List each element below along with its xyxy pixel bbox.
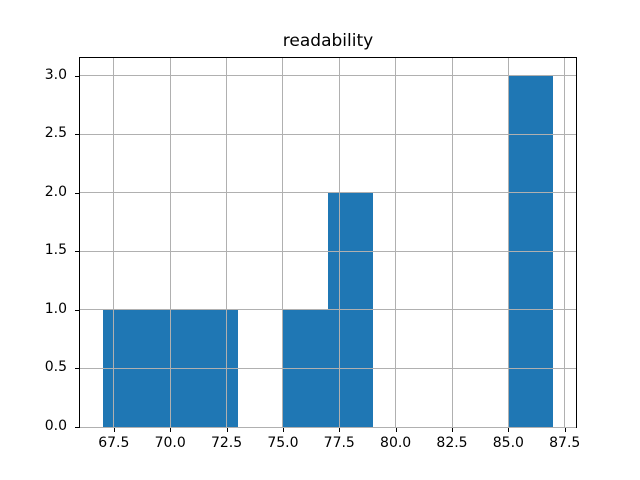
y-gridline xyxy=(80,75,576,77)
x-gridline xyxy=(113,58,115,427)
y-tick-mark xyxy=(75,75,79,77)
y-gridline xyxy=(80,309,576,311)
plot-area xyxy=(79,57,577,428)
x-tick-label: 82.5 xyxy=(436,435,468,451)
x-tick-mark xyxy=(226,428,228,432)
x-tick-label: 70.0 xyxy=(154,435,186,451)
y-tick-mark xyxy=(75,251,79,253)
x-tick-label: 85.0 xyxy=(492,435,524,451)
x-tick-label: 77.5 xyxy=(323,435,355,451)
x-tick-mark xyxy=(113,428,115,432)
x-tick-label: 72.5 xyxy=(210,435,243,451)
y-tick-mark xyxy=(75,427,79,428)
x-tick-mark xyxy=(339,428,341,432)
y-tick-mark xyxy=(75,192,79,194)
x-gridline xyxy=(282,58,284,427)
x-tick-mark xyxy=(395,428,397,432)
y-tick-label: 1.0 xyxy=(44,300,67,317)
x-gridline xyxy=(395,58,397,427)
x-gridline xyxy=(169,58,171,427)
y-gridline xyxy=(80,192,576,194)
y-tick-label: 0.5 xyxy=(44,359,67,376)
x-gridline xyxy=(226,58,228,427)
x-gridline xyxy=(507,58,509,427)
y-gridline xyxy=(80,367,576,369)
y-tick-mark xyxy=(75,134,79,136)
y-tick-mark xyxy=(75,309,79,311)
y-tick-label: 2.0 xyxy=(44,183,67,200)
y-gridline xyxy=(80,133,576,135)
y-tick-mark xyxy=(75,368,79,370)
y-tick-label: 3.0 xyxy=(44,66,67,83)
x-tick-mark xyxy=(564,428,566,432)
x-tick-label: 80.0 xyxy=(380,435,412,451)
x-gridline xyxy=(564,58,566,427)
x-tick-mark xyxy=(170,428,172,432)
x-tick-mark xyxy=(282,428,284,432)
y-gridline xyxy=(80,426,576,428)
x-tick-mark xyxy=(508,428,510,432)
y-gridline xyxy=(80,250,576,252)
chart-title: readability xyxy=(282,31,374,51)
y-tick-label: 1.5 xyxy=(44,242,67,259)
y-tick-label: 0.0 xyxy=(44,418,67,434)
x-tick-label: 67.5 xyxy=(98,435,130,451)
y-tick-label: 2.5 xyxy=(44,125,67,142)
x-tick-mark xyxy=(452,428,453,432)
x-tick-label: 87.5 xyxy=(549,435,581,451)
x-gridline xyxy=(338,58,340,427)
x-gridline xyxy=(451,58,453,427)
x-tick-label: 75.0 xyxy=(267,435,299,451)
